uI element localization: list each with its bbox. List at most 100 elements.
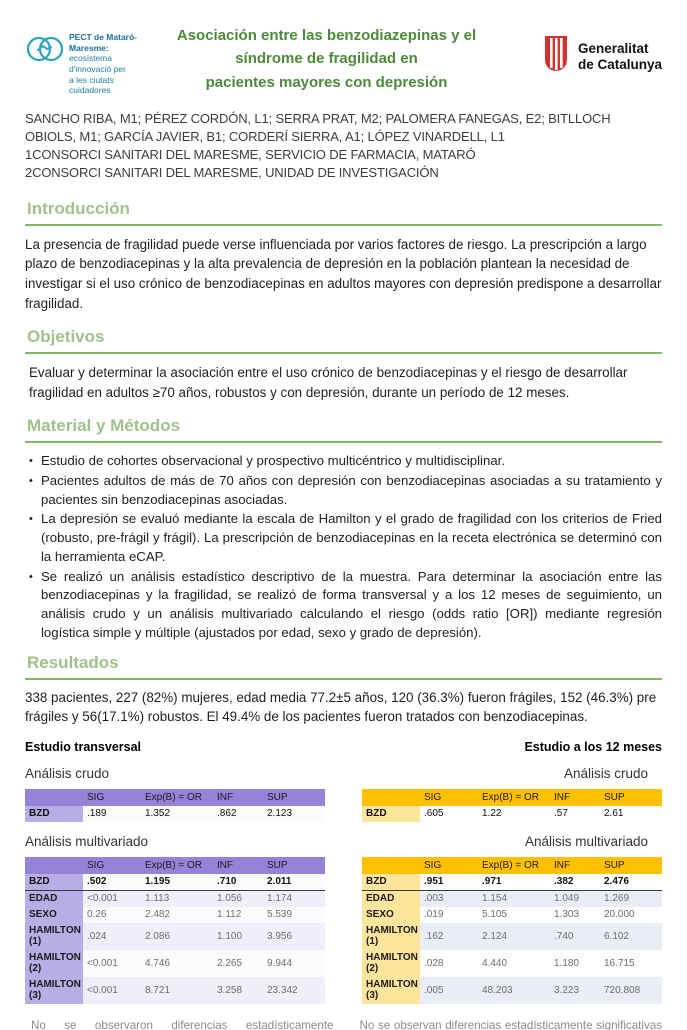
table-row: HAMILTON (3) .005 48.203 3.223 720.808 — [362, 976, 662, 1004]
table-row: SEXO 0.26 2.482 1.112 5.539 — [25, 906, 325, 923]
table-row: EDAD <0.001 1.113 1.056 1.174 — [25, 890, 325, 907]
table-row: EDAD .003 1.154 1.049 1.269 — [362, 890, 662, 907]
cell: 2.086 — [141, 922, 213, 950]
cell: 2.265 — [213, 949, 263, 977]
cell: .971 — [478, 873, 550, 891]
cell: 720.808 — [600, 976, 662, 1004]
cell: 1.303 — [550, 906, 600, 923]
authors-block: SANCHO RIBA, M1; PÉREZ CORDÓN, L1; SERRA… — [25, 110, 662, 183]
cell: 1.154 — [478, 890, 550, 907]
cell: 8.721 — [141, 976, 213, 1004]
results-columns: Estudio transversal Análisis crudo SIG Ex… — [25, 740, 662, 1030]
column-header: INF — [550, 788, 600, 806]
column-estudio-transversal: Estudio transversal Análisis crudo SIG Ex… — [25, 740, 334, 1030]
cell: .57 — [550, 805, 600, 822]
affiliation-1: 1CONSORCI SANITARI DEL MARESME, SERVICIO… — [25, 147, 476, 163]
cell: .740 — [550, 922, 600, 950]
cell: 2.011 — [263, 873, 325, 891]
cell: .382 — [550, 873, 600, 891]
author-names: SANCHO RIBA, M1; PÉREZ CORDÓN, L1; SERRA… — [25, 110, 611, 144]
generalitat-senyera-icon — [541, 34, 571, 79]
cell: .003 — [420, 890, 478, 907]
objetivos-body: Evaluar y determinar la asociación entre… — [29, 365, 628, 401]
table-header-row: SIG Exp(B) = OR INF SUP — [362, 788, 662, 806]
table-row: BZD .605 1.22.57 2.61 — [362, 805, 662, 822]
column-header — [362, 788, 420, 806]
cell: 3.258 — [213, 976, 263, 1004]
column-header: Exp(B) = OR — [141, 788, 213, 806]
cell: .710 — [213, 873, 263, 891]
title-line-2: pacientes mayores con depresión — [205, 73, 448, 91]
row-label: EDAD — [362, 890, 420, 907]
page-title: Asociación entre las benzodiazepinas y e… — [143, 18, 510, 94]
label-analisis-multivariado-right: Análisis multivariado — [524, 833, 648, 849]
column-header: SUP — [600, 856, 662, 874]
pect-logo: PECT de Mataró-Maresme: ecosistema d'inn… — [25, 18, 143, 96]
column-header: SUP — [600, 788, 662, 806]
section-heading-introduccion: Introducción — [25, 199, 662, 226]
cell: 1.100 — [213, 922, 263, 950]
metodos-bullet-list: Estudio de cohortes observacional y pros… — [25, 452, 662, 642]
cell: 2.124 — [478, 922, 550, 950]
column-header: Exp(B) = OR — [141, 856, 213, 874]
cell: 1.22 — [478, 805, 550, 822]
cell: 3.223 — [550, 976, 600, 1004]
row-label: BZD — [25, 805, 83, 822]
column-header: SUP — [263, 856, 325, 874]
resultados-summary: 338 pacientes, 227 (82%) mujeres, edad m… — [25, 689, 657, 725]
column-estudio-12-meses: Estudio a los 12 meses Análisis crudo SI… — [354, 740, 663, 1030]
column-header: SIG — [83, 788, 141, 806]
column-header: SUP — [263, 788, 325, 806]
section-heading-objetivos: Objetivos — [25, 327, 662, 355]
header: PECT de Mataró-Maresme: ecosistema d'inn… — [25, 18, 662, 96]
section-heading-resultados: Resultados — [25, 653, 662, 680]
label-analisis-crudo-right: Análisis crudo — [563, 765, 648, 781]
column-header: SIG — [83, 856, 141, 874]
table-row: BZD .189 1.352.862 2.123 — [25, 805, 325, 822]
row-label: SEXO — [362, 906, 420, 923]
cell: 5.105 — [478, 906, 550, 923]
cell: 1.049 — [550, 890, 600, 907]
cell: 3.956 — [263, 922, 325, 950]
cell: <0.001 — [83, 976, 141, 1004]
cell: 1.352 — [141, 805, 213, 822]
table-row: HAMILTON (3) <0.001 8.721 3.258 23.342 — [25, 976, 325, 1004]
cell: 1.113 — [141, 890, 213, 907]
cell: .502 — [83, 873, 141, 891]
metodos-bullet: Pacientes adultos de más de 70 años con … — [29, 472, 662, 509]
pect-handshake-icon — [25, 32, 65, 71]
cell: 6.102 — [600, 922, 662, 950]
metodos-bullet: Estudio de cohortes observacional y pros… — [29, 452, 662, 471]
cell: <0.001 — [83, 890, 141, 907]
table-row: HAMILTON (1) .024 2.086 1.100 3.956 — [25, 922, 325, 950]
table-transversal-crudo: SIG Exp(B) = OR INF SUP BZD .189 1.352.862 2.12… — [25, 788, 325, 822]
cell: 20.000 — [600, 906, 662, 923]
row-label: BZD — [362, 805, 420, 822]
column-header — [25, 856, 83, 874]
row-label: SEXO — [25, 906, 83, 923]
row-label: HAMILTON (1) — [362, 922, 420, 950]
row-label: BZD — [362, 873, 420, 891]
pect-logo-line3: a les ciutats cuidadores — [69, 74, 114, 96]
cell: 1.195 — [141, 873, 213, 891]
cell: .951 — [420, 873, 478, 891]
cell: 2.61 — [600, 805, 662, 822]
table-row: BZD .502 1.195.710 2.011 — [25, 873, 325, 891]
generalitat-logo-text: Generalitat de Catalunya — [578, 41, 662, 72]
metodos-bullet: Se realizó un análisis estadístico descr… — [29, 568, 662, 643]
note-12-meses: No se observan diferencias estadísticame… — [359, 1018, 663, 1030]
column-header — [362, 856, 420, 874]
row-label: HAMILTON (1) — [25, 922, 83, 950]
table-header-row: SIG Exp(B) = OR INF SUP — [25, 856, 325, 874]
column-header: INF — [213, 788, 263, 806]
pect-logo-line2: ecosistema d'innovació per — [69, 53, 126, 74]
cell: 23.342 — [263, 976, 325, 1004]
generalitat-line1: Generalitat — [577, 40, 649, 56]
cell: .024 — [83, 922, 141, 950]
table-header-row: SIG Exp(B) = OR INF SUP — [362, 856, 662, 874]
column-header: INF — [550, 856, 600, 874]
cell: 1.056 — [213, 890, 263, 907]
table-row: HAMILTON (2) <0.001 4.746 2.265 9.944 — [25, 949, 325, 977]
section-heading-metodos: Material y Métodos — [25, 416, 662, 444]
